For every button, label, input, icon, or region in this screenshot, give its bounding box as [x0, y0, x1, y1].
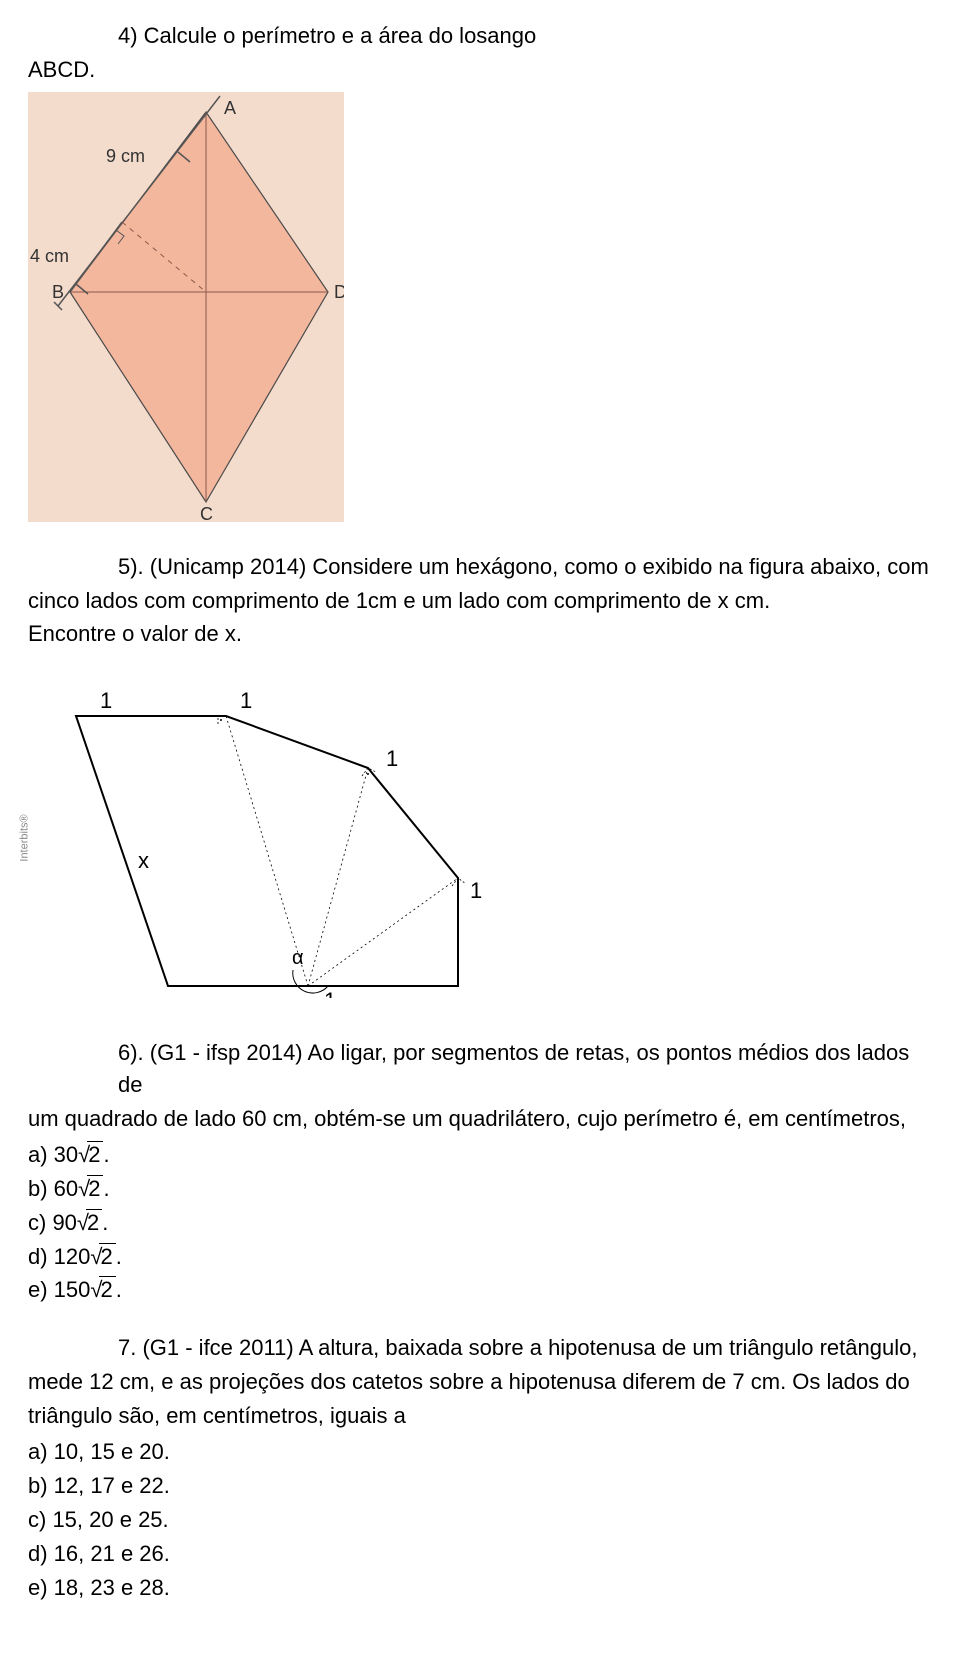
- q6-opt-a: a) 30√2.: [28, 1139, 932, 1171]
- q6-a-pre: a) 30: [28, 1142, 78, 1167]
- interbits-label: Interbits®: [18, 814, 34, 861]
- rhombus-figure: A B C D 9 cm 4 cm: [28, 92, 932, 531]
- q6-opt-d: d) 120√2.: [28, 1241, 932, 1273]
- q6-d-post: .: [116, 1244, 122, 1269]
- q6-a-rad: 2: [87, 1141, 103, 1167]
- q6-options: a) 30√2. b) 60√2. c) 90√2. d) 120√2. e) …: [28, 1139, 932, 1306]
- hexagon-figure-wrap: Interbits® 1 1 1 1 1 x α: [28, 668, 932, 1007]
- svg-text:1: 1: [324, 988, 336, 998]
- svg-text:1: 1: [470, 878, 482, 903]
- q6-e-rad: 2: [99, 1276, 115, 1302]
- q6-b-pre: b) 60: [28, 1176, 78, 1201]
- q7-opt-b: b) 12, 17 e 22.: [28, 1470, 932, 1502]
- hexagon-svg: 1 1 1 1 1 x α: [28, 668, 568, 998]
- q6-line2: um quadrado de lado 60 cm, obtém-se um q…: [28, 1103, 932, 1135]
- q6-b-post: .: [103, 1176, 109, 1201]
- q6-c-post: .: [102, 1210, 108, 1235]
- svg-text:B: B: [52, 282, 64, 302]
- svg-text:9 cm: 9 cm: [106, 146, 145, 166]
- q6-e-pre: e) 150: [28, 1277, 90, 1302]
- q7-opt-c: c) 15, 20 e 25.: [28, 1504, 932, 1536]
- svg-text:1: 1: [100, 688, 112, 713]
- svg-text:D: D: [334, 282, 344, 302]
- q7-options: a) 10, 15 e 20. b) 12, 17 e 22. c) 15, 2…: [28, 1436, 932, 1603]
- q6-opt-e: e) 150√2.: [28, 1274, 932, 1306]
- svg-text:x: x: [138, 848, 149, 873]
- q4-line1: 4) Calcule o perímetro e a área do losan…: [28, 20, 932, 52]
- q7-line1: 7. (G1 - ifce 2011) A altura, baixada so…: [28, 1332, 932, 1364]
- q6-b-rad: 2: [87, 1175, 103, 1201]
- q6-a-post: .: [103, 1142, 109, 1167]
- svg-text:1: 1: [240, 688, 252, 713]
- q6-c-rad: 2: [86, 1209, 102, 1235]
- q7-opt-a: a) 10, 15 e 20.: [28, 1436, 932, 1468]
- q7-line3: triângulo são, em centímetros, iguais a: [28, 1400, 932, 1432]
- q6-e-post: .: [116, 1277, 122, 1302]
- q5-line2: cinco lados com comprimento de 1cm e um …: [28, 585, 932, 617]
- svg-text:C: C: [200, 504, 213, 522]
- svg-text:4 cm: 4 cm: [30, 246, 69, 266]
- page: 4) Calcule o perímetro e a área do losan…: [0, 0, 960, 1669]
- q6-opt-c: c) 90√2.: [28, 1207, 932, 1239]
- q6-opt-b: b) 60√2.: [28, 1173, 932, 1205]
- q7-opt-e: e) 18, 23 e 28.: [28, 1572, 932, 1604]
- q6-line1: 6). (G1 - ifsp 2014) Ao ligar, por segme…: [28, 1037, 932, 1101]
- svg-text:1: 1: [386, 746, 398, 771]
- q5-line3: Encontre o valor de x.: [28, 618, 932, 650]
- rhombus-svg: A B C D 9 cm 4 cm: [28, 92, 344, 522]
- q4-line2: ABCD.: [28, 54, 932, 86]
- svg-text:α: α: [292, 947, 304, 969]
- q7-line2: mede 12 cm, e as projeções dos catetos s…: [28, 1366, 932, 1398]
- q6-c-pre: c) 90: [28, 1210, 77, 1235]
- q6-d-rad: 2: [99, 1243, 115, 1269]
- q5-line1: 5). (Unicamp 2014) Considere um hexágono…: [28, 551, 932, 583]
- svg-text:A: A: [224, 98, 236, 118]
- q6-d-pre: d) 120: [28, 1244, 90, 1269]
- q7-opt-d: d) 16, 21 e 26.: [28, 1538, 932, 1570]
